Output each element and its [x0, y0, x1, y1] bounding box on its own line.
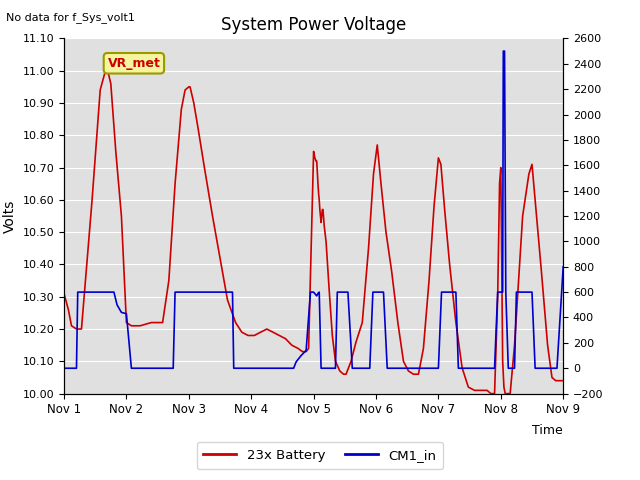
Text: No data for f_Sys_volt1: No data for f_Sys_volt1 — [6, 12, 135, 23]
Text: Time: Time — [532, 424, 563, 437]
Legend: 23x Battery, CM1_in: 23x Battery, CM1_in — [196, 443, 444, 468]
Y-axis label: Volts: Volts — [3, 199, 17, 233]
Text: VR_met: VR_met — [108, 57, 161, 70]
Title: System Power Voltage: System Power Voltage — [221, 16, 406, 34]
